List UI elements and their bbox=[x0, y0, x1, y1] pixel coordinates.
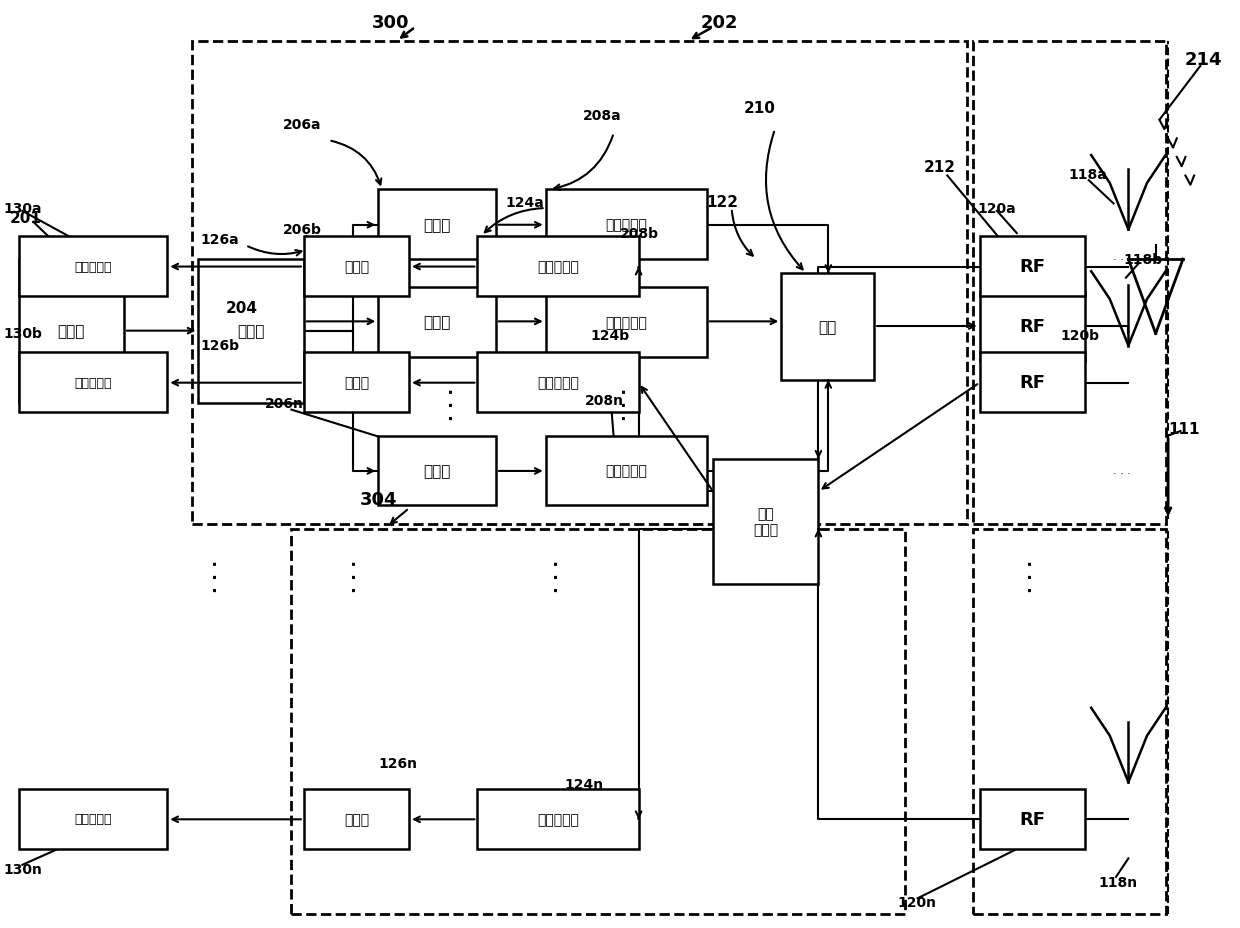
FancyBboxPatch shape bbox=[980, 789, 1085, 849]
FancyBboxPatch shape bbox=[477, 789, 639, 849]
Text: 混沌
均衡器: 混沌 均衡器 bbox=[753, 507, 779, 537]
Text: 126a: 126a bbox=[201, 232, 239, 247]
Text: RF: RF bbox=[1019, 318, 1045, 336]
Text: 混沌调制器: 混沌调制器 bbox=[605, 316, 647, 329]
Text: 206n: 206n bbox=[265, 396, 304, 411]
Text: RF: RF bbox=[1019, 258, 1045, 276]
Text: · · ·: · · · bbox=[347, 559, 365, 592]
Text: 212: 212 bbox=[924, 160, 956, 174]
Text: 124a: 124a bbox=[506, 195, 544, 210]
Text: · · ·: · · · bbox=[618, 387, 635, 420]
Text: 201: 201 bbox=[10, 211, 42, 226]
Text: 122: 122 bbox=[707, 195, 739, 210]
Text: 300: 300 bbox=[372, 14, 409, 32]
Text: 130n: 130n bbox=[4, 862, 42, 877]
Text: · · ·: · · · bbox=[1114, 255, 1131, 264]
FancyBboxPatch shape bbox=[980, 353, 1085, 413]
Text: 202: 202 bbox=[701, 14, 738, 32]
Text: 208a: 208a bbox=[583, 109, 621, 123]
Text: 206a: 206a bbox=[283, 118, 321, 133]
FancyBboxPatch shape bbox=[477, 237, 639, 297]
FancyBboxPatch shape bbox=[19, 353, 167, 413]
Text: 求和: 求和 bbox=[818, 319, 837, 335]
Text: 分离器: 分离器 bbox=[237, 324, 265, 340]
FancyBboxPatch shape bbox=[980, 292, 1085, 362]
Text: 130b: 130b bbox=[4, 327, 42, 342]
FancyBboxPatch shape bbox=[477, 353, 639, 413]
FancyBboxPatch shape bbox=[378, 190, 496, 260]
Text: 130a: 130a bbox=[4, 201, 42, 216]
Text: 214: 214 bbox=[1184, 51, 1221, 70]
Text: · · ·: · · · bbox=[444, 387, 461, 420]
Text: 120a: 120a bbox=[977, 201, 1016, 216]
Text: · · ·: · · · bbox=[1023, 559, 1040, 592]
FancyBboxPatch shape bbox=[781, 274, 874, 380]
FancyBboxPatch shape bbox=[304, 237, 409, 297]
Text: 混沌调制器: 混沌调制器 bbox=[605, 218, 647, 232]
Text: 304: 304 bbox=[360, 490, 397, 509]
Text: · · ·: · · · bbox=[549, 559, 567, 592]
Text: 数据接收器: 数据接收器 bbox=[74, 813, 112, 825]
Text: 混沌调制器: 混沌调制器 bbox=[605, 464, 647, 478]
Text: 120n: 120n bbox=[898, 895, 936, 909]
Text: 206b: 206b bbox=[283, 223, 321, 238]
FancyBboxPatch shape bbox=[304, 353, 409, 413]
Text: 混沌解调器: 混沌解调器 bbox=[537, 812, 579, 826]
FancyBboxPatch shape bbox=[19, 237, 167, 297]
FancyBboxPatch shape bbox=[713, 459, 818, 585]
Text: 数据源: 数据源 bbox=[57, 324, 86, 340]
Text: 解码器: 解码器 bbox=[343, 812, 370, 826]
Text: 118b: 118b bbox=[1123, 252, 1163, 267]
FancyBboxPatch shape bbox=[304, 789, 409, 849]
FancyBboxPatch shape bbox=[546, 288, 707, 357]
Text: 124n: 124n bbox=[564, 777, 604, 792]
FancyBboxPatch shape bbox=[19, 260, 124, 404]
FancyBboxPatch shape bbox=[19, 789, 167, 849]
FancyBboxPatch shape bbox=[198, 260, 304, 404]
Text: 208b: 208b bbox=[620, 226, 658, 241]
Text: RF: RF bbox=[1019, 374, 1045, 392]
Text: 111: 111 bbox=[1168, 421, 1199, 436]
Text: 210: 210 bbox=[744, 101, 776, 116]
Text: 混沌解调器: 混沌解调器 bbox=[537, 260, 579, 274]
Text: 编码器: 编码器 bbox=[423, 315, 451, 330]
FancyBboxPatch shape bbox=[378, 288, 496, 357]
Text: 数据接收器: 数据接收器 bbox=[74, 377, 112, 389]
FancyBboxPatch shape bbox=[546, 436, 707, 506]
Text: 解码器: 解码器 bbox=[343, 376, 370, 390]
Text: 208n: 208n bbox=[585, 393, 624, 408]
Text: 124b: 124b bbox=[590, 329, 630, 343]
Text: 118a: 118a bbox=[1069, 167, 1107, 182]
Text: 数据接收器: 数据接收器 bbox=[74, 261, 112, 273]
Text: · · ·: · · · bbox=[208, 559, 226, 592]
Text: 编码器: 编码器 bbox=[423, 463, 451, 479]
Text: 126b: 126b bbox=[201, 338, 239, 353]
Text: 204: 204 bbox=[226, 301, 258, 316]
Text: · · ·: · · · bbox=[1114, 469, 1131, 478]
Text: 解码器: 解码器 bbox=[343, 260, 370, 274]
FancyBboxPatch shape bbox=[378, 436, 496, 506]
FancyBboxPatch shape bbox=[980, 237, 1085, 297]
Text: RF: RF bbox=[1019, 810, 1045, 828]
Text: 120b: 120b bbox=[1060, 329, 1099, 343]
Text: 混沌解调器: 混沌解调器 bbox=[537, 376, 579, 390]
Text: 编码器: 编码器 bbox=[423, 217, 451, 233]
Text: 118n: 118n bbox=[1099, 874, 1138, 889]
FancyBboxPatch shape bbox=[546, 190, 707, 260]
Text: 126n: 126n bbox=[378, 755, 417, 770]
